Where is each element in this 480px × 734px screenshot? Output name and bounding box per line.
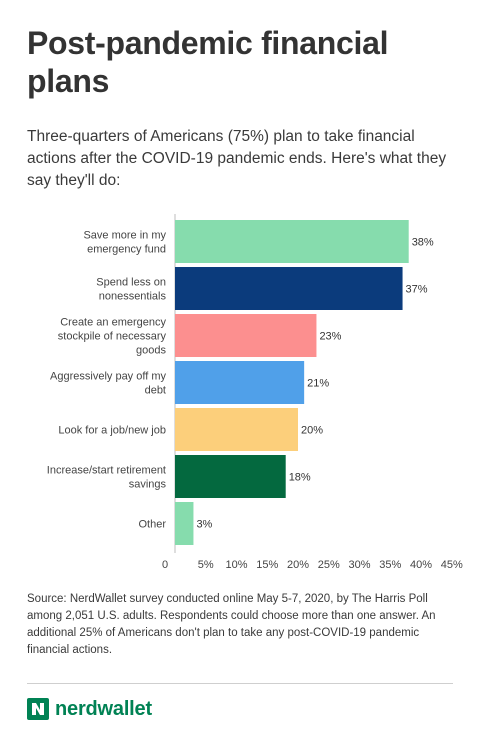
brand-logo: nerdwallet — [27, 697, 152, 721]
x-tick-label: 5% — [198, 559, 214, 571]
page-title: Post-pandemic financial plans — [27, 25, 389, 99]
bar — [175, 314, 317, 357]
bar — [175, 502, 194, 545]
x-tick-label: 0 — [162, 559, 168, 571]
bar — [175, 267, 403, 310]
bar — [175, 361, 305, 404]
value-label: 21% — [307, 378, 329, 390]
category-label: Aggressively pay off my debt — [50, 371, 166, 397]
value-label: 18% — [289, 472, 311, 484]
nerdwallet-n-logo-icon — [27, 698, 49, 720]
page-subtitle: Three-quarters of Americans (75%) plan t… — [27, 128, 447, 189]
value-label: 23% — [319, 331, 341, 343]
x-tick-label: 15% — [256, 559, 278, 571]
footer-divider — [27, 683, 453, 684]
bar — [175, 408, 298, 451]
category-label: Increase/start retirement savings — [47, 465, 167, 491]
x-tick-label: 35% — [379, 559, 401, 571]
value-label: 3% — [196, 519, 212, 531]
category-label: Spend less on nonessentials — [96, 277, 166, 303]
value-label: 38% — [412, 237, 434, 249]
value-label: 37% — [406, 284, 428, 296]
x-tick-label: 10% — [225, 559, 247, 571]
x-tick-label: 45% — [441, 559, 463, 571]
bar — [175, 455, 286, 498]
category-label: Create an emergency stockpile of necessar… — [58, 317, 167, 357]
bar — [175, 220, 409, 263]
x-tick-label: 20% — [287, 559, 309, 571]
x-tick-label: 40% — [410, 559, 432, 571]
value-label: 20% — [301, 425, 323, 437]
x-tick-label: 30% — [348, 559, 370, 571]
brand-name: nerdwallet — [55, 697, 152, 720]
category-label: Look for a job/new job — [58, 425, 166, 437]
source-note: Source: NerdWallet survey conducted onli… — [27, 593, 436, 656]
bar-chart: 38% Save more in my emergency fund 37% Spend… — [47, 214, 463, 571]
category-label: Save more in my emergency fund — [83, 230, 166, 256]
x-tick-label: 25% — [318, 559, 340, 571]
category-label: Other — [138, 519, 166, 531]
